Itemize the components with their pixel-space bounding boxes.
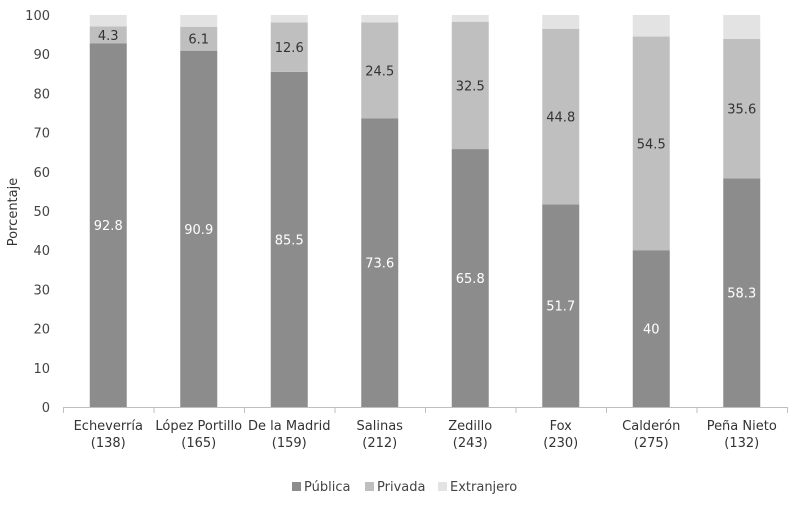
y-tick-label: 20 (33, 323, 50, 338)
x-tick-label: Salinas (357, 419, 404, 434)
bars: 92.8 4.3 90.9 6.1 85.5 12.6 73.6 24.5 65.8 32.5 51… (89, 15, 761, 408)
x-tick-count: (132) (724, 436, 759, 451)
data-label-privada: 35.6 (727, 103, 756, 118)
bar-privada-7 (632, 36, 670, 251)
y-tick-label: 90 (33, 48, 50, 63)
data-label-pública: 51.7 (546, 300, 575, 315)
bar-extranjero-3 (270, 15, 308, 23)
legend-label-extranjero: Extranjero (450, 480, 517, 495)
y-tick-label: 100 (25, 9, 50, 24)
bar-pública-8 (723, 178, 761, 407)
bar-extranjero-4 (361, 15, 399, 23)
legend-swatch-pública (292, 482, 301, 491)
data-label-pública: 85.5 (275, 233, 304, 248)
legend-label-privada: Privada (377, 480, 425, 495)
data-label-pública: 73.6 (365, 257, 394, 272)
bar-extranjero-6 (542, 15, 580, 29)
y-tick-label: 40 (33, 244, 50, 259)
y-tick-label: 50 (33, 205, 50, 220)
bar-privada-4 (361, 22, 399, 119)
legend-swatch-privada (365, 482, 374, 491)
y-tick-label: 30 (33, 283, 50, 298)
bar-privada-8 (723, 38, 761, 179)
data-label-pública: 58.3 (727, 287, 756, 302)
data-label-privada: 4.3 (98, 29, 119, 44)
bar-privada-5 (451, 21, 489, 150)
x-tick-count: (138) (91, 436, 126, 451)
data-label-pública: 65.8 (456, 272, 485, 287)
y-tick-label: 0 (42, 401, 50, 416)
data-label-privada: 32.5 (456, 79, 485, 94)
data-label-pública: 92.8 (94, 219, 123, 234)
bar-privada-1 (89, 26, 127, 44)
bar-extranjero-1 (89, 15, 127, 27)
data-label-privada: 54.5 (637, 137, 666, 152)
data-label-privada: 24.5 (365, 64, 394, 79)
x-tick-label: Fox (550, 419, 573, 434)
x-tick-label: Echeverría (74, 419, 143, 434)
bar-pública-3 (270, 71, 308, 407)
data-label-privada: 6.1 (188, 33, 209, 48)
y-tick-label: 70 (33, 127, 50, 142)
bar-extranjero-7 (632, 15, 670, 37)
bar-pública-6 (542, 204, 580, 407)
y-tick-label: 80 (33, 87, 50, 102)
y-axis-title: Porcentaje (6, 178, 21, 246)
x-tick-count: (230) (543, 436, 578, 451)
bar-extranjero-5 (451, 15, 489, 22)
bar-privada-2 (180, 26, 218, 51)
data-label-privada: 44.8 (546, 111, 575, 126)
y-axis: 0 10 20 30 40 50 60 70 80 90 100 (25, 9, 50, 416)
data-label-privada: 12.6 (275, 41, 304, 56)
bar-privada-6 (542, 28, 580, 205)
x-tick-label: Calderón (622, 419, 680, 434)
x-tick-label: Zedillo (448, 419, 492, 434)
x-tick-count: (212) (362, 436, 397, 451)
x-tick-count: (159) (272, 436, 307, 451)
x-tick-label: De la Madrid (248, 419, 331, 434)
data-label-pública: 40 (643, 323, 660, 338)
x-tick-count: (165) (181, 436, 216, 451)
bar-privada-3 (270, 22, 308, 72)
bar-pública-2 (180, 50, 218, 408)
bar-pública-5 (451, 149, 489, 407)
x-tick-label: Peña Nieto (707, 419, 777, 434)
legend: Pública Privada Extranjero (292, 480, 517, 495)
bar-pública-7 (632, 250, 670, 407)
bar-extranjero-8 (723, 15, 761, 39)
legend-swatch-extranjero (438, 482, 447, 491)
legend-label-pública: Pública (304, 480, 350, 495)
x-axis: Echeverría (138) López Portillo (165) De la … (63, 407, 788, 451)
bar-pública-1 (89, 43, 127, 407)
x-tick-count: (275) (634, 436, 669, 451)
data-label-pública: 90.9 (184, 223, 213, 238)
x-tick-label: López Portillo (155, 419, 242, 434)
bar-pública-4 (361, 118, 399, 407)
y-tick-label: 10 (33, 362, 50, 377)
bar-extranjero-2 (180, 15, 218, 27)
x-tick-count: (243) (453, 436, 488, 451)
y-tick-label: 60 (33, 166, 50, 181)
